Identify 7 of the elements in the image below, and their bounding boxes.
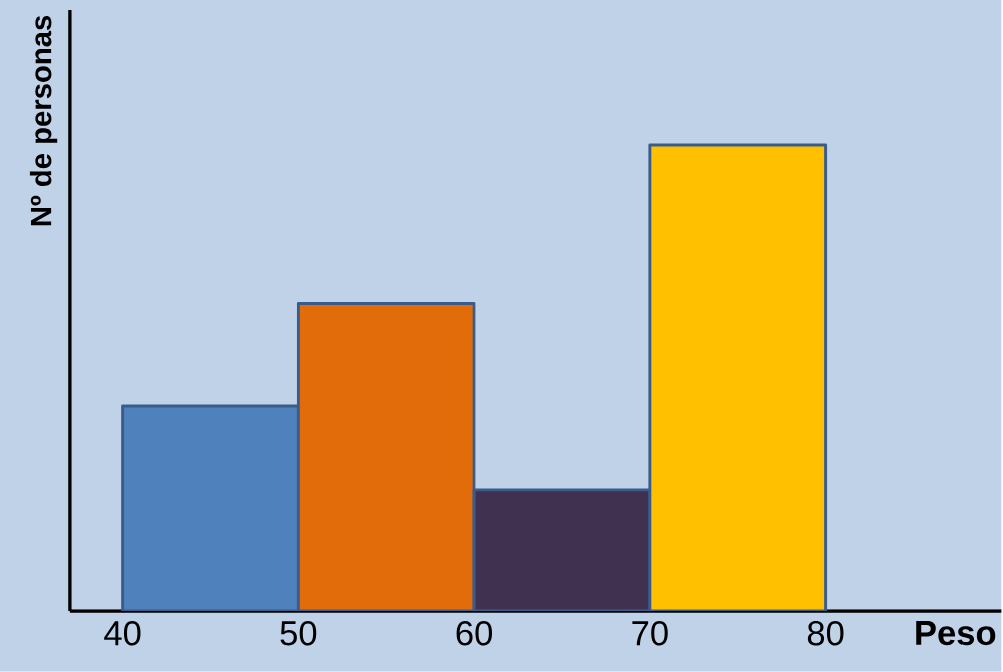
x-tick-label: 60 bbox=[456, 621, 492, 646]
x-axis-title: Peso bbox=[916, 621, 996, 646]
x-tick-label: 70 bbox=[632, 621, 668, 646]
y-axis-title: Nº de personas bbox=[29, 15, 58, 226]
x-tick-label: 80 bbox=[807, 621, 844, 646]
x-tick-label: 40 bbox=[104, 621, 141, 646]
x-tick-label: 50 bbox=[280, 621, 317, 646]
